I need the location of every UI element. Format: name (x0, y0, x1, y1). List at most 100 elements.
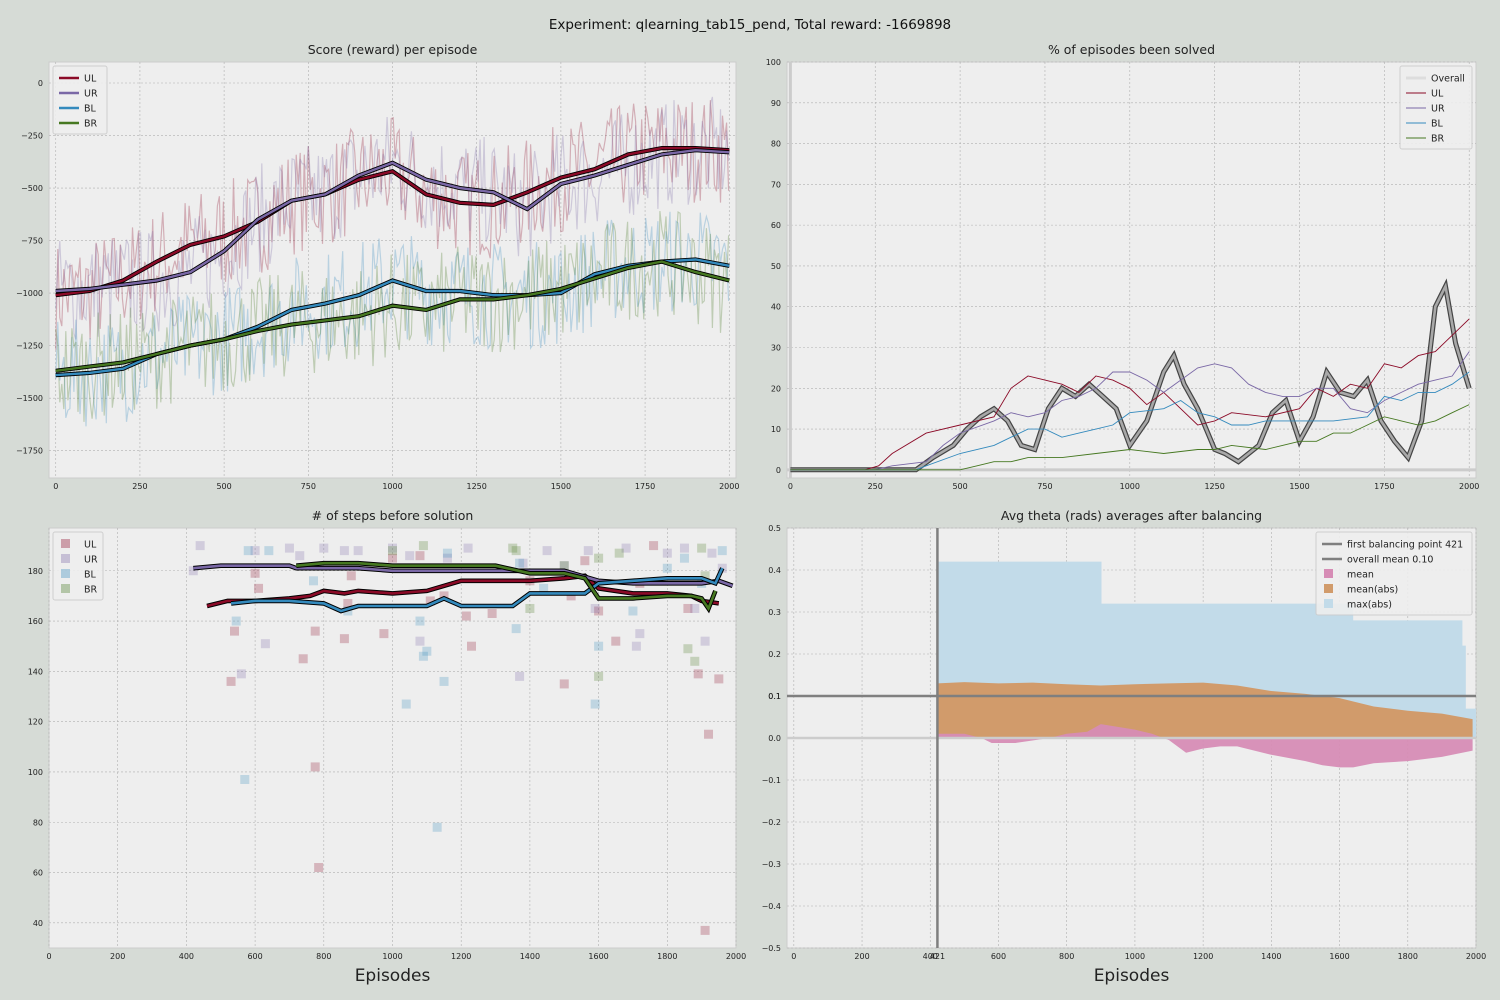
scatter-point-UL (250, 568, 260, 578)
scatter-point-BR (690, 656, 700, 666)
scatter-point-UL (649, 541, 659, 551)
scatter-point-UL (310, 762, 320, 772)
area-mean (937, 724, 1473, 768)
scatter-point-UL (487, 609, 497, 619)
chart-title: # of steps before solution (312, 508, 474, 523)
scatter-point-BR (559, 561, 569, 571)
scatter-point-BL (243, 546, 253, 556)
legend-label: UR (84, 555, 98, 566)
scatter-point-UR (388, 543, 397, 553)
scatter-point-UL (415, 551, 425, 561)
series-line-UR (790, 351, 1470, 471)
legend-label: max(abs) (1347, 600, 1392, 611)
scatter-point-UR (463, 543, 473, 553)
y-tick-label: 180 (28, 567, 43, 576)
scatter-point-UL (566, 591, 576, 601)
x-tick-label: 600 (991, 952, 1006, 961)
y-tick-label: 0.1 (768, 692, 781, 701)
x-tick-label: 500 (952, 482, 967, 491)
scatter-point-UL (379, 629, 389, 639)
scatter-point-UR (442, 553, 452, 563)
series-line-BL (790, 371, 1470, 471)
scatter-point-UR (590, 603, 600, 613)
x-tick-label: 0 (791, 952, 796, 961)
x-tick-label: 1800 (657, 952, 677, 961)
x-tick-label: 1400 (520, 952, 540, 961)
scatter-point-UR (405, 551, 415, 561)
y-tick-label: 80 (771, 140, 781, 149)
y-tick-label: −0.4 (762, 902, 781, 911)
plot-content (55, 96, 730, 427)
legend-marker (61, 584, 70, 593)
y-tick-label: 30 (771, 343, 781, 352)
raw-trace-UR (55, 96, 730, 340)
x-axis-label: Episodes (1094, 966, 1170, 986)
x-tick-label: 1500 (551, 482, 571, 491)
y-tick-label: 0.0 (768, 734, 781, 743)
scatter-point-BL (415, 616, 425, 626)
scatter-point-BR (388, 546, 397, 556)
y-tick-label: −0.1 (762, 776, 781, 785)
scatter-point-BL (240, 774, 250, 784)
scatter-point-UL (343, 598, 353, 608)
legend-label: BR (1431, 134, 1445, 145)
x-tick-label: 1500 (1289, 482, 1309, 491)
x-tick-label: 2000 (1466, 952, 1486, 961)
scatter-point-UL (594, 606, 604, 616)
scatter-point-UL (704, 729, 714, 739)
x-tick-label: 1600 (1329, 952, 1349, 961)
y-tick-label: 60 (771, 221, 781, 230)
x-tick-label: 1750 (1374, 482, 1394, 491)
y-tick-label: −1750 (16, 447, 43, 456)
legend-label: BL (84, 570, 97, 581)
scatter-point-UL (580, 556, 590, 566)
scatter-point-UR (621, 543, 631, 553)
legend-box (52, 531, 104, 601)
y-tick-label: 40 (771, 303, 781, 312)
x-tick-label: 750 (301, 482, 316, 491)
series-line-UL (55, 146, 730, 297)
scatter-point-UL (559, 679, 569, 689)
y-tick-label-extra: 0.1 (768, 692, 781, 701)
scatter-point-UR (339, 546, 349, 556)
series-line-BR (790, 404, 1470, 471)
x-tick-label: 0 (46, 952, 51, 961)
x-tick-label: 1000 (1120, 482, 1140, 491)
y-tick-label: −0.2 (762, 818, 781, 827)
scatter-point-BL (662, 563, 672, 573)
figure-title: Experiment: qlearning_tab15_pend, Total … (548, 17, 952, 33)
y-tick-label: 100 (766, 58, 781, 67)
y-tick-label: 0.5 (768, 524, 781, 533)
scatter-point-BR (697, 543, 707, 553)
scatter-point-UL (611, 636, 621, 646)
y-tick-label: −0.5 (762, 944, 781, 953)
y-tick-label: 70 (771, 180, 781, 189)
scatter-point-BR (614, 548, 624, 558)
y-tick-label: 120 (28, 718, 43, 727)
scatter-point-BL (439, 676, 449, 686)
series-line-UR (55, 148, 730, 293)
legend-label: first balancing point 421 (1347, 540, 1463, 551)
scatter-point-BL (308, 576, 318, 586)
y-tick-label: 0.2 (768, 650, 781, 659)
scatter-point-UR (583, 546, 593, 556)
scatter-point-UL (346, 571, 356, 581)
y-tick-label: −750 (21, 237, 43, 246)
x-tick-label: 2000 (719, 482, 739, 491)
scatter-point-BL (418, 651, 428, 661)
x-tick-label: 1400 (1261, 952, 1281, 961)
scatter-point-UL (314, 863, 324, 873)
scatter-point-UR (707, 548, 717, 558)
scatter-point-UR (518, 558, 528, 568)
x-tick-label: 2000 (726, 952, 746, 961)
scatter-point-BR (418, 541, 428, 551)
scatter-point-UR (559, 561, 569, 571)
legend-box (1315, 531, 1473, 616)
y-tick-label: −1000 (16, 289, 43, 298)
x-tick-label: 1200 (451, 952, 471, 961)
legend-label: overall mean 0.10 (1347, 555, 1433, 566)
x-tick-label: 1000 (382, 482, 402, 491)
scatter-point-UR (662, 548, 672, 558)
scatter-point-UR (260, 639, 270, 649)
